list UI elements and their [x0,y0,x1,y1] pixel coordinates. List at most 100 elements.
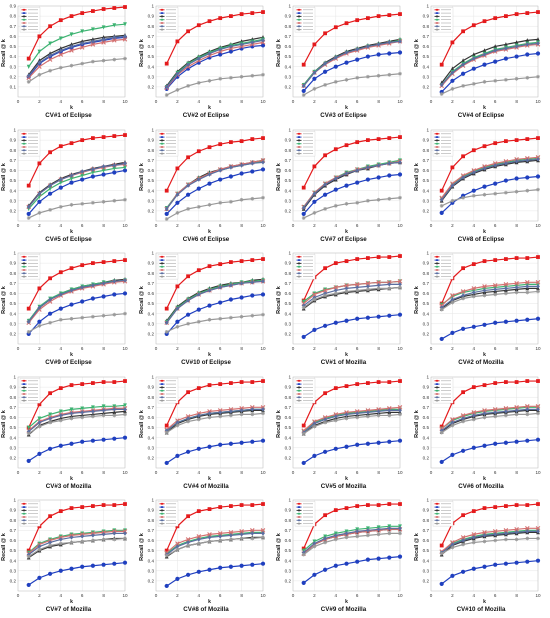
series [439,255,540,306]
data-point [58,180,63,185]
x-tick-label: 10 [260,593,266,598]
chart-svg: 0.10.20.30.40.50.60.70.80.90 2 4 6 8 10k [10,4,128,111]
legend-marker [23,139,25,141]
data-point [228,297,233,302]
plot-frame [155,129,263,221]
data-point [355,167,360,173]
data-point [387,531,392,536]
series-line [28,279,126,323]
series-line [165,409,263,433]
chart-panel: 0.2 0.3 0.4 0.5 0.6 0.7 0.8 0.9 1 0 2 4 6 8 10 k Recall … [275,247,412,370]
data-point [239,295,244,300]
chart-svg: 0.20.30.40.50.60.70.80.910 2 4 6 8 10k [285,374,403,481]
data-point [26,431,31,436]
data-point [260,438,265,443]
data-point [207,318,211,322]
data-point [503,528,508,534]
legend-marker [298,28,300,31]
series-line [165,563,263,587]
y-tick-label: 0.4 [285,188,292,193]
data-point [398,282,402,287]
y-tick-label: 0.5 [147,301,154,306]
x-tick-label: 4 [197,346,200,351]
data-point [482,19,486,24]
y-tick-label: 1 [13,498,16,503]
data-point [175,420,179,425]
series-line [28,503,126,552]
data-point [439,337,444,342]
x-tick-label: 4 [472,99,475,104]
x-tick-label: 8 [515,346,518,351]
legend-marker [435,8,438,11]
x-axis-label: k [483,476,486,482]
data-point [450,40,454,45]
legend [432,378,453,404]
chart-panel: 0.2 0.3 0.4 0.5 0.6 0.7 0.8 0.9 1 0 2 4 6 8 10 k Recall … [275,494,412,617]
legend [157,7,178,33]
data-point [37,210,42,215]
legend-marker [298,379,300,382]
data-point [69,288,74,293]
x-tick-label: 4 [472,223,475,228]
data-point [514,379,518,384]
data-point [355,57,360,62]
data-point [535,284,540,289]
y-tick-label: 0.6 [147,538,154,543]
data-point [355,180,360,185]
data-point [37,34,42,39]
data-point [387,555,392,561]
x-tick-label: 0 [17,470,20,475]
y-tick-label: 0.3 [147,322,154,327]
y-tick-label: 0.7 [422,528,429,533]
data-point [535,41,540,46]
data-point [112,379,117,384]
data-point [344,506,349,511]
series [164,257,265,311]
y-tick-label: 0.9 [422,261,429,266]
data-point [260,195,265,200]
data-point [355,75,360,80]
data-point [123,403,127,408]
series-line [28,259,126,310]
x-tick-label: 6 [81,593,84,598]
series-line [440,38,538,84]
series-line [440,530,538,554]
data-point [206,444,212,449]
data-point [355,285,360,290]
data-point [460,326,465,332]
legend-marker [298,256,300,258]
data-point [301,550,306,556]
data-point [164,330,169,334]
series [439,558,540,587]
legend-marker [435,265,438,268]
data-point [450,542,454,548]
y-tick-label: 0.3 [285,322,292,327]
data-point [301,185,306,190]
data-point [91,314,95,319]
data-point [26,549,31,553]
data-point [239,162,243,168]
data-point [123,311,127,316]
y-tick-label: 0.7 [147,405,154,410]
y-tick-label: 0.4 [285,559,292,564]
series-line [440,412,538,433]
data-point [37,194,42,199]
data-point [207,288,211,293]
data-point [524,317,529,323]
data-point [524,529,529,534]
legend-marker [435,503,438,506]
data-point [376,283,381,288]
y-tick-label: 1 [426,498,429,503]
x-tick-label: 2 [451,223,454,228]
data-point [260,72,265,77]
chart-title: CV#10 of Eclipse [181,359,231,367]
series-line [165,74,263,96]
data-point [26,215,31,220]
legend-marker [160,386,163,389]
series-line [440,256,538,304]
y-tick-label: 1 [13,374,16,379]
data-point [217,300,222,305]
data-point [535,187,540,192]
data-point [58,292,63,297]
y-axis-label: Recall @ k [276,409,282,438]
